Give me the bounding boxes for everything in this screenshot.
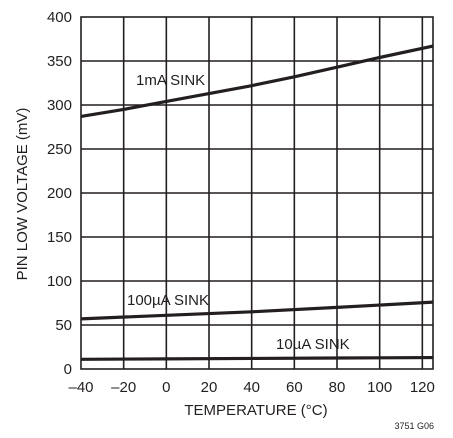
y-tick-label: 150 [47, 229, 72, 246]
series-lines [80, 44, 434, 361]
y-tick-label: 200 [47, 185, 72, 202]
series-line-3 [80, 355, 434, 361]
x-tick-label: 40 [243, 379, 260, 396]
x-tick-labels: –40 –20 0 20 40 60 80 100 120 [68, 379, 434, 396]
y-tick-label: 50 [55, 317, 72, 334]
series-label-1ma: 1mA SINK [136, 72, 205, 89]
series-line-1 [80, 44, 434, 119]
y-tick-label: 350 [47, 53, 72, 70]
plot-frame [80, 16, 434, 370]
x-tick-label: –40 [68, 379, 93, 396]
y-tick-label: 250 [47, 141, 72, 158]
y-tick-label: 100 [47, 273, 72, 290]
series-line-2 [80, 300, 434, 321]
x-axis-title: TEMPERATURE (°C) [184, 402, 327, 419]
x-tick-label: 20 [201, 379, 218, 396]
x-tick-label: 60 [286, 379, 303, 396]
figure-id: 3751 G06 [394, 421, 434, 431]
x-tick-label: 80 [329, 379, 346, 396]
series-label-10ua: 10µA SINK [276, 336, 350, 353]
x-tick-label: 100 [367, 379, 392, 396]
y-axis-title: PIN LOW VOLTAGE (mV) [14, 108, 31, 281]
x-tick-label: 0 [162, 379, 170, 396]
x-tick-label: –20 [111, 379, 136, 396]
grid [81, 17, 433, 369]
y-tick-label: 300 [47, 97, 72, 114]
series-label-100ua: 100µA SINK [127, 292, 209, 309]
y-tick-labels: 0 50 100 150 200 250 300 350 400 [47, 9, 72, 378]
y-tick-label: 0 [64, 361, 72, 378]
y-tick-label: 400 [47, 9, 72, 26]
x-tick-label: 120 [410, 379, 435, 396]
